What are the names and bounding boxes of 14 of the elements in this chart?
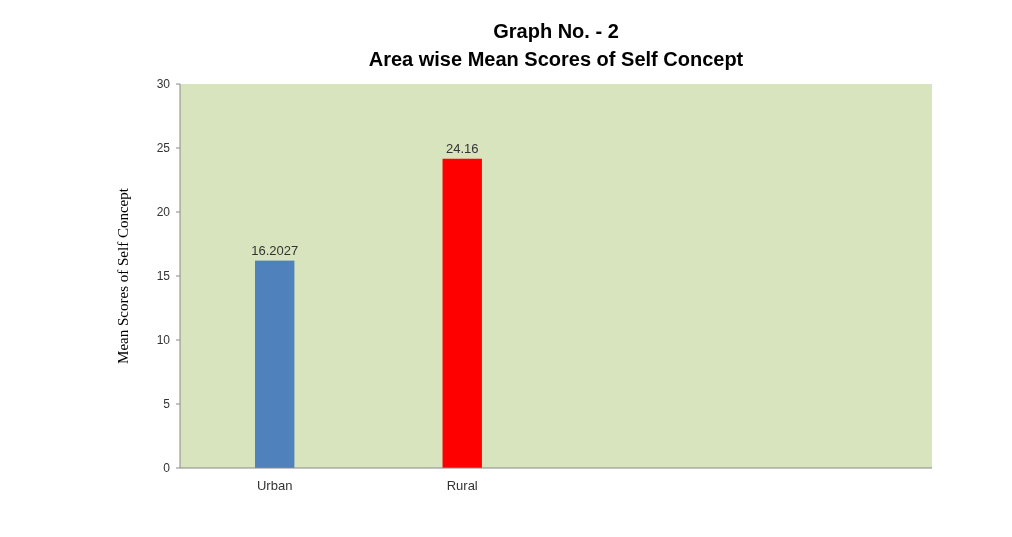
x-tick-label: Rural bbox=[446, 478, 478, 493]
y-axis-title: Mean Scores of Self Concept bbox=[115, 187, 131, 364]
data-label: 16.2027 bbox=[251, 242, 299, 258]
y-tick-label: 20 bbox=[156, 205, 171, 220]
y-tick-label: 10 bbox=[156, 333, 171, 348]
y-tick-label: 30 bbox=[156, 77, 171, 92]
x-tick-label: Urban bbox=[256, 478, 293, 493]
chart-subtitle: Area wise Mean Scores of Self Concept bbox=[368, 48, 744, 70]
y-tick-label: 0 bbox=[163, 461, 171, 476]
y-tick-label: 15 bbox=[156, 269, 171, 284]
chart-title: Graph No. - 2 bbox=[493, 20, 619, 42]
data-label: 24.16 bbox=[445, 140, 479, 156]
y-tick-label: 5 bbox=[163, 397, 171, 412]
y-tick-label: 25 bbox=[156, 141, 171, 156]
